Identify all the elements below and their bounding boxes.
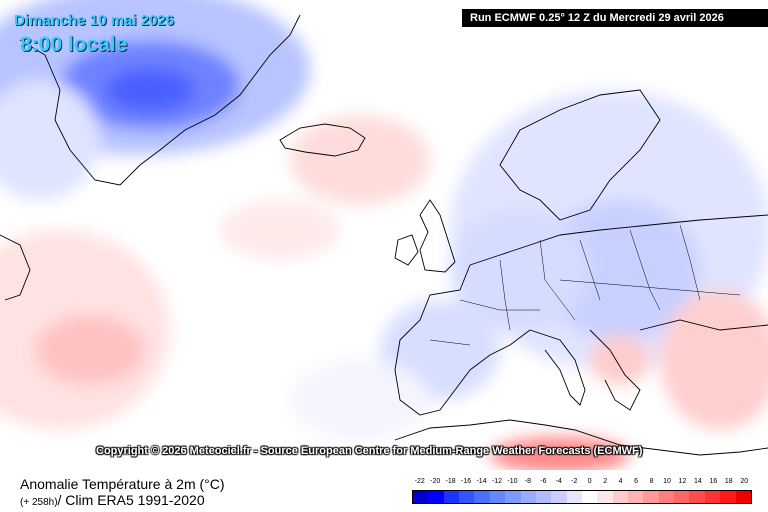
- scale-tick-label: -22: [414, 478, 425, 485]
- scale-tick-label: -16: [461, 478, 472, 485]
- scale-tick-label: -14: [476, 478, 487, 485]
- scale-swatch: [597, 491, 613, 503]
- scale-tick-label: 2: [603, 478, 608, 485]
- scale-tick-label: 14: [694, 478, 702, 485]
- scale-tick-label: 10: [663, 478, 671, 485]
- scale-swatch: [551, 491, 567, 503]
- scale-tick-label: -12: [491, 478, 503, 485]
- scale-swatch: [489, 491, 506, 503]
- anomaly-map: [0, 0, 768, 470]
- scale-swatch: [459, 491, 475, 503]
- scale-tick-label: -18: [445, 478, 456, 485]
- scale-swatch: [581, 491, 598, 503]
- forecast-horizon: (+ 258h): [20, 497, 58, 508]
- scale-tick-label: -20: [430, 478, 441, 485]
- scale-swatch: [658, 491, 675, 503]
- scale-tick-label: 6: [634, 478, 639, 485]
- scale-swatch: [612, 491, 629, 503]
- scale-tick-label: 12: [678, 478, 687, 485]
- scale-swatch: [443, 491, 460, 503]
- forecast-time: 8:00 locale: [20, 33, 128, 56]
- scale-swatch: [689, 491, 705, 503]
- scale-tick-label: -6: [540, 478, 547, 485]
- legend-subtitle: (+ 258h)/ Clim ERA5 1991-2020: [20, 492, 205, 508]
- scale-swatch: [566, 491, 582, 503]
- scale-swatch: [674, 491, 690, 503]
- scale-tick-label: -10: [507, 478, 518, 485]
- legend-title: Anomalie Température à 2m (°C): [20, 476, 225, 492]
- color-scale-bar: [412, 490, 752, 504]
- scale-swatch: [505, 491, 521, 503]
- scale-swatch: [413, 491, 429, 503]
- copyright-notice: Copyright © 2026 Meteociel.fr - Source E…: [96, 445, 643, 457]
- scale-tick-label: -4: [555, 478, 562, 485]
- scale-swatch: [428, 491, 444, 503]
- scale-swatch: [720, 491, 736, 503]
- climatology-label: / Clim ERA5 1991-2020: [57, 492, 205, 508]
- forecast-date: Dimanche 10 mai 2026: [14, 12, 175, 29]
- scale-swatch: [535, 491, 552, 503]
- scale-swatch: [474, 491, 490, 503]
- scale-tick-label: 20: [740, 478, 749, 485]
- scale-swatch: [643, 491, 659, 503]
- scale-swatch: [628, 491, 644, 503]
- scale-tick-label: 8: [649, 478, 654, 485]
- scale-tick-label: -2: [571, 478, 578, 485]
- scale-tick-label: 0: [587, 478, 592, 485]
- scale-tick-label: 4: [618, 478, 623, 485]
- color-scale-ticks: -22 -20 -18 -16 -14 -12 -10 -8 -6 -4 -2 0 2 4 6 8 10 12 14…: [412, 478, 752, 488]
- scale-swatch: [735, 491, 751, 503]
- scale-tick-label: -8: [524, 478, 532, 485]
- scale-swatch: [520, 491, 536, 503]
- scale-swatch: [704, 491, 721, 503]
- scale-tick-label: 16: [709, 478, 718, 485]
- run-info-banner: Run ECMWF 0.25° 12 Z du Mercredi 29 avri…: [462, 9, 768, 27]
- scale-tick-label: 18: [724, 478, 733, 485]
